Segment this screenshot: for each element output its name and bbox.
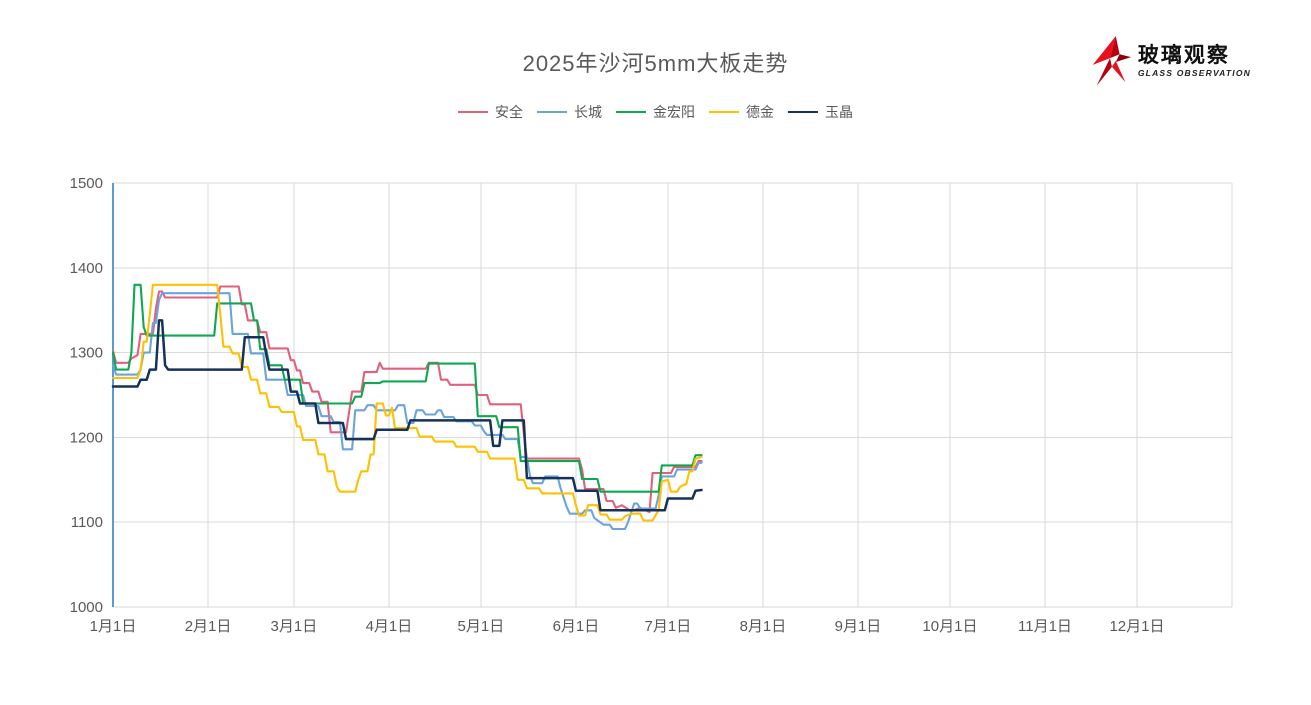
x-axis-tick-label: 2月1日 <box>185 618 232 635</box>
y-axis-tick-label: 1500 <box>70 175 103 192</box>
logo-text: 玻璃观察 GLASS OBSERVATION <box>1138 44 1251 78</box>
y-axis-tick-label: 1100 <box>71 514 103 531</box>
legend-line-icon <box>616 111 646 113</box>
legend-item-anquan[interactable]: 安全 <box>458 102 523 122</box>
logo-text-cn: 玻璃观察 <box>1137 43 1230 67</box>
y-axis-tick-label: 1200 <box>70 429 103 446</box>
series-line-0 <box>111 285 703 514</box>
x-axis-tick-label: 9月1日 <box>835 618 882 635</box>
legend-line-icon <box>537 111 567 113</box>
legend-label: 玉晶 <box>825 104 853 120</box>
chart-legend: 安全 长城 金宏阳 德金 玉晶 <box>0 102 1311 122</box>
x-axis-tick-label: 5月1日 <box>458 618 505 635</box>
y-axis-tick-label: 1300 <box>70 345 103 362</box>
x-axis-tick-label: 6月1日 <box>553 618 600 635</box>
x-axis-tick-label: 8月1日 <box>740 618 787 635</box>
brand-logo: 玻璃观察 GLASS OBSERVATION <box>1087 36 1251 86</box>
x-axis-tick-label: 12月1日 <box>1109 618 1164 635</box>
logo-text-en: GLASS OBSERVATION <box>1137 68 1251 79</box>
x-axis-tick-label: 7月1日 <box>645 618 692 635</box>
legend-label: 安全 <box>495 104 523 120</box>
legend-line-icon <box>788 111 818 113</box>
chart-title: 2025年沙河5mm大板走势 <box>522 51 789 76</box>
series-line-1 <box>111 292 703 531</box>
legend-label: 长城 <box>574 104 602 120</box>
x-axis-tick-label: 1月1日 <box>90 618 137 635</box>
legend-line-icon <box>458 111 488 113</box>
y-axis-tick-label: 1400 <box>70 260 103 277</box>
series-line-3 <box>111 283 703 522</box>
x-axis-tick-label: 3月1日 <box>271 618 318 635</box>
series-line-2 <box>111 283 703 493</box>
legend-line-icon <box>709 111 739 113</box>
x-axis-tick-label: 4月1日 <box>366 618 413 635</box>
legend-item-changcheng[interactable]: 长城 <box>537 102 602 122</box>
logo-mark-icon <box>1092 36 1131 86</box>
legend-item-dejin[interactable]: 德金 <box>709 102 774 122</box>
series-line-4 <box>111 319 703 512</box>
legend-item-jinhongyang[interactable]: 金宏阳 <box>616 102 695 122</box>
y-axis-tick-label: 1000 <box>70 599 103 616</box>
x-axis-tick-label: 11月1日 <box>1018 618 1072 635</box>
x-axis-tick-label: 10月1日 <box>922 618 977 635</box>
legend-item-yujing[interactable]: 玉晶 <box>788 102 853 122</box>
legend-label: 德金 <box>746 104 774 120</box>
legend-label: 金宏阳 <box>653 104 695 120</box>
